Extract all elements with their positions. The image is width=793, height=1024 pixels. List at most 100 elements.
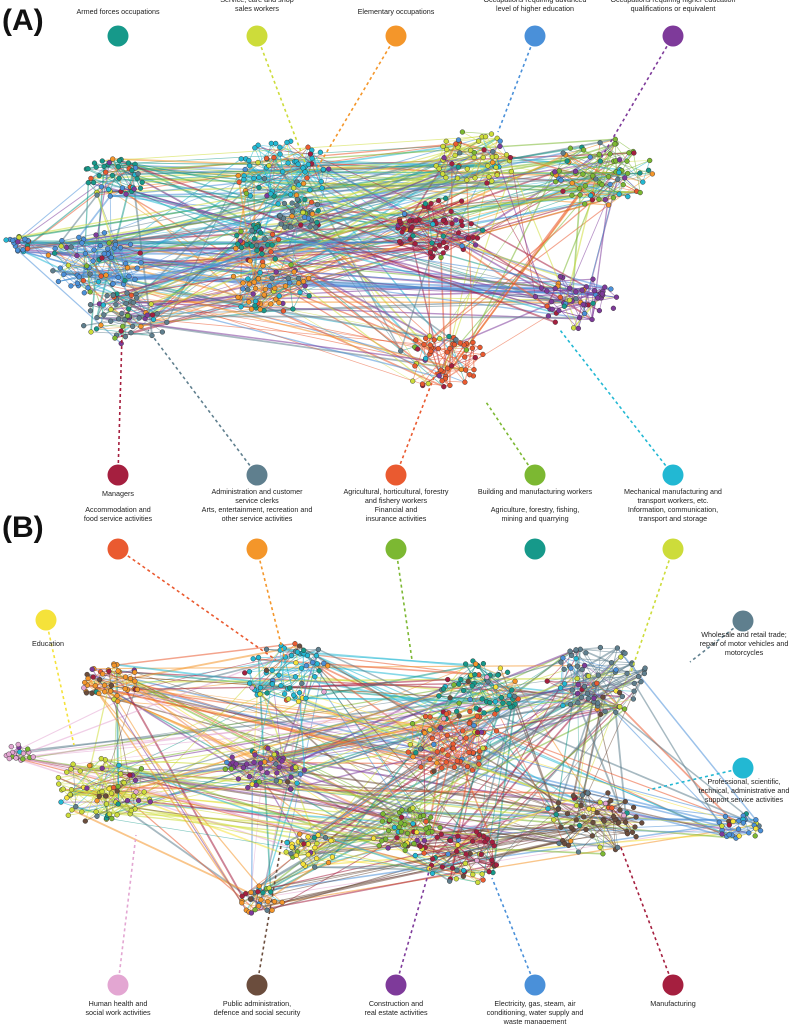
network-node: [584, 690, 591, 697]
network-node: [445, 676, 451, 683]
network-edges: [6, 642, 761, 914]
network-edge: [305, 856, 333, 867]
network-node: [131, 186, 137, 192]
network-node: [442, 195, 449, 202]
network-edge: [284, 199, 306, 228]
network-node: [621, 812, 627, 819]
network-node: [235, 241, 241, 247]
legend-item: Professional, scientific,technical, admi…: [647, 757, 789, 804]
network-edge: [563, 152, 643, 183]
network-edge: [105, 138, 616, 173]
legend-color-dot: [732, 757, 754, 779]
network-node: [307, 151, 314, 157]
network-node: [309, 155, 315, 162]
network-node: [291, 185, 297, 191]
network-node: [425, 380, 431, 387]
network-node: [579, 666, 585, 673]
network-node: [289, 200, 295, 206]
network-edge: [100, 214, 281, 247]
network-node: [431, 768, 437, 774]
network-edge: [276, 271, 310, 297]
network-node: [478, 851, 484, 858]
network-node: [440, 233, 446, 239]
network-node: [613, 294, 620, 300]
network-node: [68, 787, 75, 793]
network-edge: [108, 188, 557, 314]
network-node: [436, 242, 443, 248]
network-node: [101, 230, 108, 236]
network-node: [578, 802, 584, 809]
network-node: [423, 826, 429, 832]
network-edge: [458, 157, 484, 167]
network-node: [414, 837, 420, 843]
network-node: [246, 773, 253, 780]
network-node: [471, 154, 477, 161]
network-edge: [249, 260, 299, 279]
network-node: [266, 162, 272, 169]
legend-label: mining and quarrying: [501, 514, 568, 523]
network-node: [552, 169, 558, 175]
network-node: [245, 276, 251, 282]
network-node: [246, 299, 252, 305]
network-node: [469, 683, 475, 689]
network-node: [79, 809, 85, 815]
network-node: [557, 685, 564, 691]
network-edge: [125, 303, 147, 314]
network-node: [611, 813, 617, 820]
network-node: [238, 304, 244, 310]
network-edge: [249, 776, 291, 790]
network-node: [410, 378, 416, 384]
network-node: [260, 263, 266, 269]
network-node: [428, 814, 434, 820]
network-node: [109, 815, 115, 822]
network-node: [305, 841, 311, 847]
network-edge: [584, 665, 634, 700]
network-node: [556, 840, 562, 847]
network-node: [647, 157, 653, 164]
network-node: [512, 678, 518, 684]
network-node: [302, 169, 308, 175]
network-edge: [423, 731, 458, 762]
network-edge: [451, 357, 476, 367]
network-node: [617, 807, 623, 813]
network-edge: [435, 857, 464, 871]
network-node: [133, 789, 139, 795]
network-node: [115, 274, 121, 281]
network-node: [76, 274, 82, 280]
network-node: [544, 678, 550, 684]
network-nodes: [3, 641, 764, 916]
network-node: [276, 300, 282, 306]
network-edge: [465, 354, 484, 371]
network-edge: [271, 270, 296, 279]
network-node: [556, 308, 562, 314]
legend-label: Accommodation and: [85, 505, 151, 514]
leader-line: [117, 334, 123, 476]
network-node: [575, 681, 581, 688]
network-node: [3, 237, 9, 243]
network-node: [556, 168, 562, 174]
network-node: [311, 835, 317, 841]
leader-line: [485, 401, 536, 476]
network-node: [296, 280, 302, 286]
network-edge: [603, 820, 616, 850]
network-node: [99, 158, 105, 164]
network-node: [468, 221, 474, 227]
leader-line: [256, 35, 307, 166]
network-edge: [101, 765, 120, 792]
network-edge: [96, 317, 119, 320]
network-edge: [432, 347, 483, 355]
legend-color-dot: [107, 25, 129, 47]
network-node: [301, 841, 307, 847]
network-edge: [105, 795, 150, 800]
network-node: [455, 137, 462, 143]
network-edge: [429, 716, 463, 732]
legend-label: social work activities: [85, 1008, 151, 1017]
network-node: [435, 197, 442, 204]
network-node: [281, 691, 288, 697]
network-edge: [71, 765, 120, 811]
network-edge: [96, 140, 479, 319]
network-node: [137, 185, 144, 191]
legend-item: Education: [32, 609, 75, 746]
network-edge: [592, 179, 619, 201]
network-node: [254, 242, 260, 249]
